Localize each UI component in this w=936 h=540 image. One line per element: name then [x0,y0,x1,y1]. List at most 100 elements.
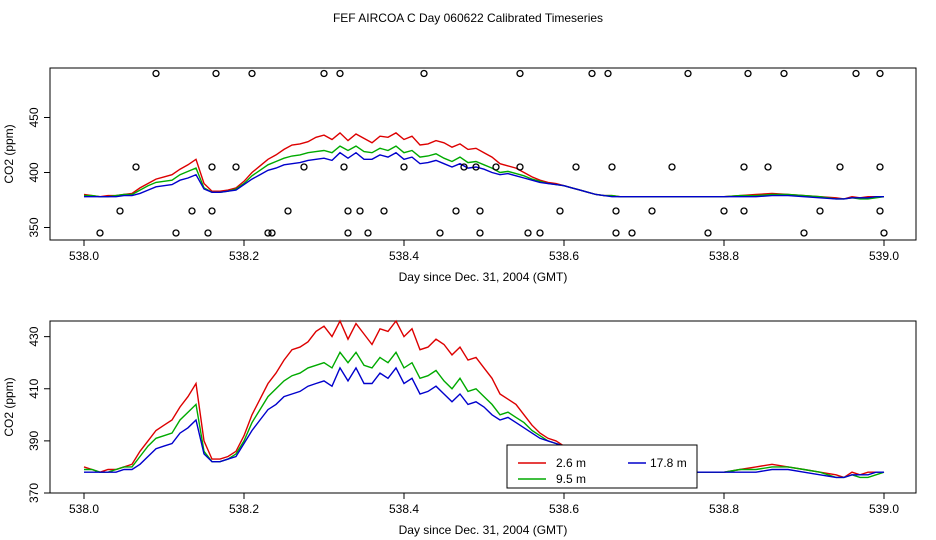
marker-point [876,69,884,78]
marker-point [536,229,544,237]
panel-bottom-frame [49,320,917,494]
marker-point [400,163,408,171]
marker-point [608,163,616,171]
marker-point [648,207,656,215]
marker-point [604,69,612,78]
marker-point [152,69,160,78]
marker-point [188,207,196,215]
legend-label: 9.5 m [556,472,586,486]
marker-point [208,207,216,215]
marker-point [572,163,580,171]
marker-point [344,229,352,237]
panel-bottom-ylabel: CO2 (ppm) [2,377,16,436]
marker-point [740,207,748,215]
marker-point [344,207,352,215]
marker-point [744,69,752,78]
series-line-1 [84,145,885,200]
series-line-1 [84,350,885,479]
y-tick-label: 400 [27,162,41,182]
marker-point [876,207,884,215]
marker-point [436,229,444,237]
marker-point [460,163,468,171]
marker-point [668,163,676,171]
marker-point [452,207,460,215]
marker-point [612,207,620,215]
y-tick-label: 410 [27,378,41,398]
marker-point [476,229,484,237]
marker-point [420,69,428,78]
marker-point [472,163,480,171]
marker-point [380,207,388,215]
x-tick-label: 538.8 [709,502,739,516]
marker-point [172,229,180,237]
marker-point [852,69,860,78]
y-tick-label: 450 [27,107,41,127]
marker-point [212,69,220,78]
x-tick-label: 539.0 [869,502,899,516]
marker-point [96,229,104,237]
x-tick-label: 538.4 [389,249,419,263]
marker-point [300,163,308,171]
marker-point [588,69,596,78]
marker-point [336,69,344,78]
marker-point [556,207,564,215]
y-tick-label: 390 [27,431,41,451]
y-tick-label: 370 [27,483,41,503]
marker-point [684,69,692,78]
panel-bottom: Day since Dec. 31, 2004 (GMT) CO2 (ppm) … [2,319,917,537]
series-line-2 [84,151,884,200]
marker-point [876,163,884,171]
marker-point [836,163,844,171]
marker-point [268,229,276,237]
legend: 2.6 m 9.5 m 17.8 m [506,444,698,489]
panel-top: Day since Dec. 31, 2004 (GMT) CO2 (ppm) … [2,67,917,284]
panel-top-frame [49,67,917,241]
panel-top-xlabel: Day since Dec. 31, 2004 (GMT) [399,270,568,284]
marker-point [816,207,824,215]
figure-title: FEF AIRCOA C Day 060622 Calibrated Times… [333,11,603,25]
marker-point [248,69,256,78]
marker-point [476,207,484,215]
marker-point [492,163,500,171]
marker-point [284,207,292,215]
marker-point [612,229,620,237]
marker-point [628,229,636,237]
panel-bottom-xlabel: Day since Dec. 31, 2004 (GMT) [399,523,568,537]
y-tick-label: 430 [27,326,41,346]
legend-box [506,444,698,489]
marker-point [320,69,328,78]
marker-point [740,163,748,171]
marker-point [232,163,240,171]
x-tick-label: 538.8 [709,249,739,263]
marker-point [264,229,272,237]
series-line-2 [84,366,884,479]
x-tick-label: 538.0 [69,502,99,516]
marker-point [204,229,212,237]
marker-point [516,163,524,171]
legend-label: 17.8 m [650,456,687,470]
marker-point [524,229,532,237]
marker-point [764,163,772,171]
legend-label: 2.6 m [556,456,586,470]
marker-point [132,163,140,171]
marker-point [340,163,348,171]
x-tick-label: 538.6 [549,249,579,263]
marker-point [780,69,788,78]
marker-point [116,207,124,215]
marker-point [800,229,808,237]
marker-point [880,229,888,237]
x-tick-label: 538.2 [229,502,259,516]
x-tick-label: 539.0 [869,249,899,263]
marker-point [208,163,216,171]
x-tick-label: 538.0 [69,249,99,263]
x-tick-label: 538.6 [549,502,579,516]
y-tick-label: 350 [27,217,41,237]
x-tick-label: 538.2 [229,249,259,263]
marker-point [516,69,524,78]
x-tick-label: 538.4 [389,502,419,516]
marker-point [364,229,372,237]
marker-point [720,207,728,215]
marker-point [356,207,364,215]
marker-point [704,229,712,237]
